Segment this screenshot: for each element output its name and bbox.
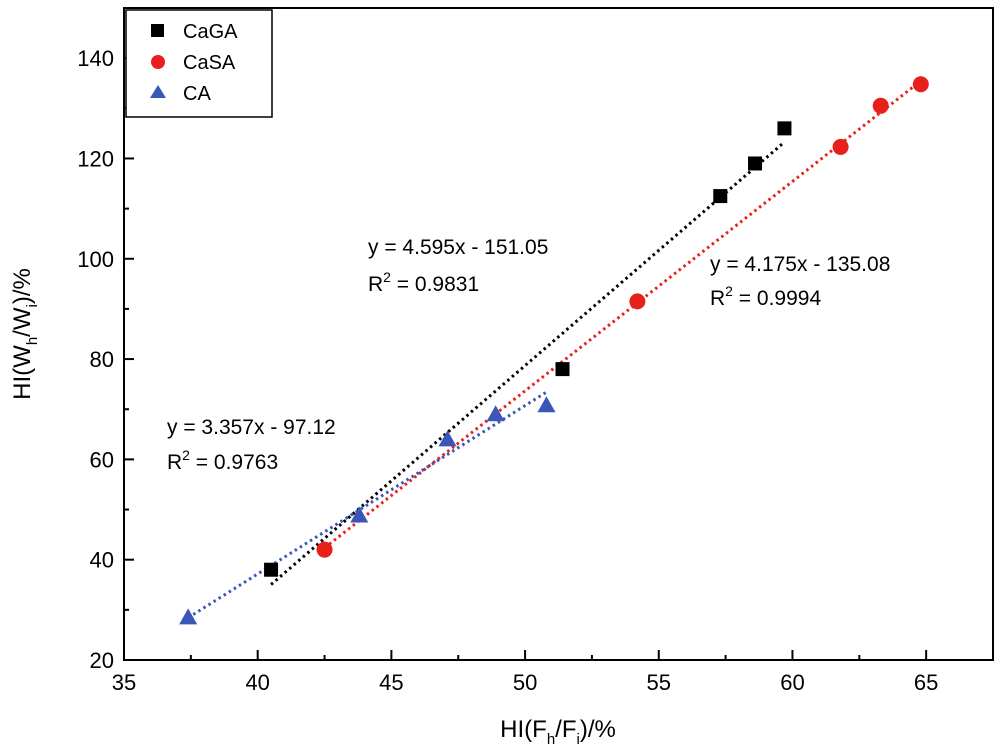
- y-tick-label: 100: [77, 247, 114, 272]
- data-point-casa: [912, 76, 929, 93]
- data-point-ca: [537, 396, 556, 413]
- y-tick-label: 140: [77, 46, 114, 71]
- data-point-casa: [629, 293, 646, 310]
- data-points-layer: [179, 76, 929, 625]
- x-tick-label: 60: [780, 670, 804, 695]
- data-point-caga: [777, 121, 792, 136]
- equation-ca: y = 3.357x - 97.12 R2 = 0.9763: [167, 416, 336, 474]
- y-tick-label: 40: [90, 548, 114, 573]
- x-tick-label: 45: [379, 670, 403, 695]
- data-point-casa: [872, 97, 889, 114]
- x-tick-label: 65: [914, 670, 938, 695]
- x-axis-title: HI(Fh/Fi)/%: [500, 716, 616, 748]
- y-tick-label: 20: [90, 648, 114, 673]
- x-tick-label: 35: [112, 670, 136, 695]
- legend-marker-caga: [151, 24, 164, 37]
- equation-ca-line: y = 3.357x - 97.12: [167, 416, 336, 439]
- equation-ca-r2: R2 = 0.9763: [167, 447, 278, 474]
- legend-label-ca: CA: [183, 83, 211, 105]
- y-axis-title: HI(Wh/Wi)/%: [9, 268, 41, 400]
- data-point-ca: [438, 430, 457, 447]
- x-tick-label: 55: [647, 670, 671, 695]
- legend: CaGA CaSA CA: [125, 9, 273, 118]
- data-point-caga: [264, 562, 279, 577]
- legend-label-caga: CaGA: [183, 21, 238, 43]
- fit-line-ca: [187, 390, 548, 619]
- x-tick-label: 40: [245, 670, 269, 695]
- data-point-casa: [832, 138, 849, 155]
- y-tick-label: 80: [90, 347, 114, 372]
- ticks-layer: 35 40 45 50 55 60 65 20 40 60 80 100 120 140: [77, 7, 994, 695]
- equation-caga-r2: R2 = 0.9831: [368, 269, 479, 296]
- data-point-ca: [486, 405, 505, 422]
- legend-marker-ca: [150, 85, 166, 98]
- y-tick-label: 120: [77, 146, 114, 171]
- fit-line-caga: [270, 140, 786, 586]
- equation-casa: y = 4.175x - 135.08 R2 = 0.9994: [710, 253, 890, 310]
- legend-label-casa: CaSA: [183, 52, 236, 74]
- data-point-caga: [748, 156, 763, 171]
- data-point-ca: [350, 506, 369, 523]
- data-point-casa: [316, 541, 333, 558]
- x-tick-label: 50: [513, 670, 537, 695]
- y-tick-label: 60: [90, 447, 114, 472]
- data-point-caga: [555, 362, 570, 377]
- equation-cagA: y = 4.595x - 151.05 R2 = 0.9831: [368, 236, 548, 296]
- equation-caga-line: y = 4.595x - 151.05: [368, 236, 548, 259]
- fit-lines-layer: [187, 79, 922, 619]
- plot-frame: [123, 7, 994, 661]
- equation-casa-line: y = 4.175x - 135.08: [710, 253, 890, 276]
- data-point-ca: [179, 608, 198, 625]
- legend-box: [125, 9, 273, 118]
- fit-line-casa: [323, 79, 922, 550]
- legend-marker-casa: [151, 55, 165, 69]
- equation-casa-r2: R2 = 0.9994: [710, 283, 821, 310]
- data-point-caga: [713, 189, 728, 204]
